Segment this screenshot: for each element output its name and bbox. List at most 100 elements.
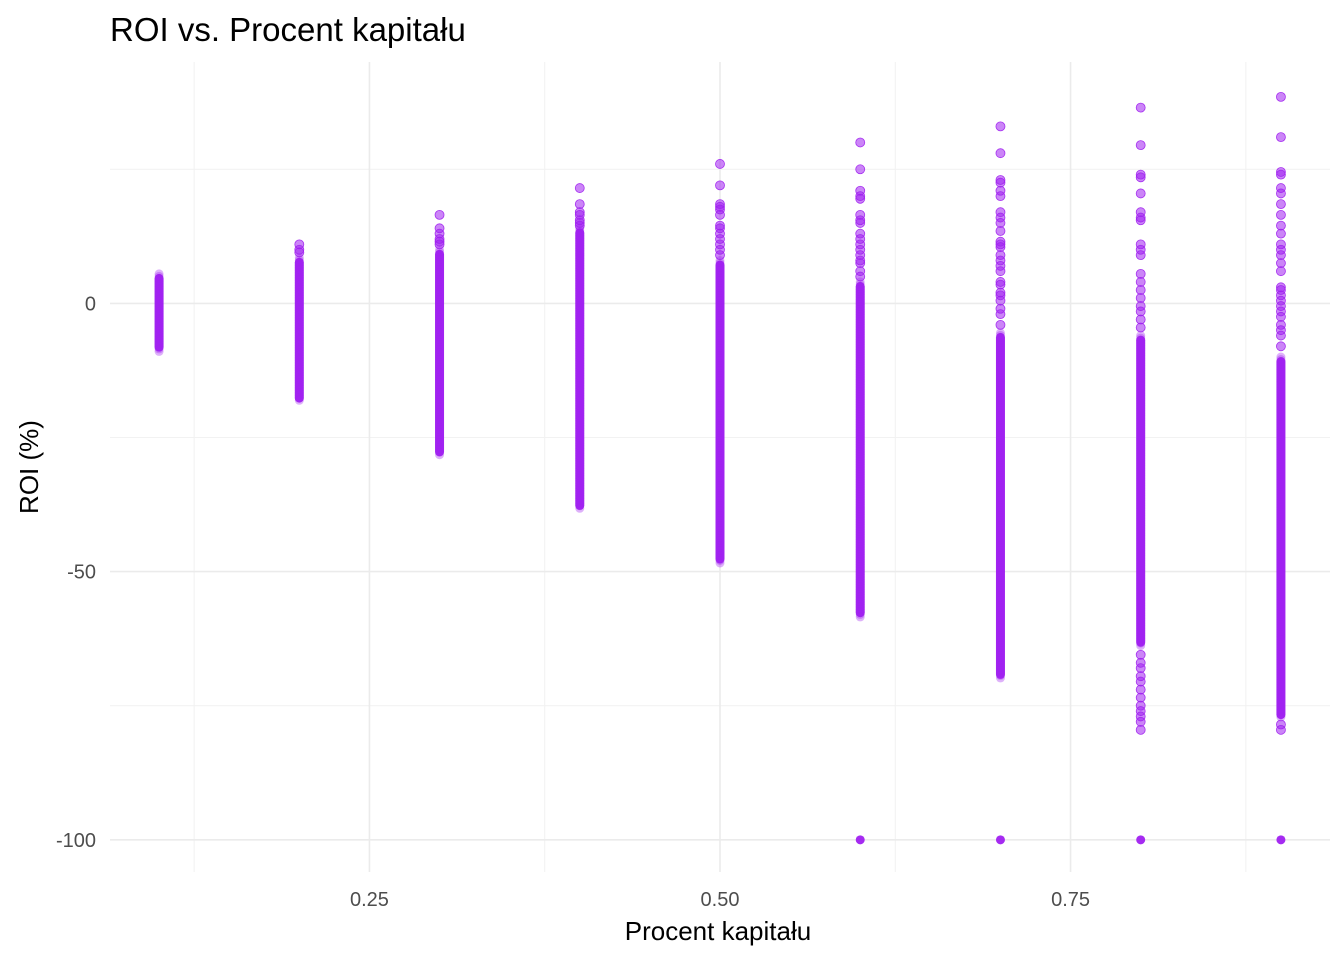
data-point — [1136, 373, 1146, 383]
data-point — [995, 330, 1005, 340]
data-point — [855, 552, 865, 562]
data-point — [294, 283, 304, 293]
data-point — [855, 489, 865, 499]
data-point — [855, 439, 865, 449]
data-point — [995, 350, 1005, 360]
data-point — [1136, 478, 1146, 488]
data-point — [154, 274, 164, 284]
data-point — [294, 333, 304, 343]
data-point — [1276, 392, 1286, 402]
data-point — [1276, 705, 1286, 715]
data-point — [995, 453, 1005, 463]
data-point — [715, 340, 725, 350]
data-point — [1276, 422, 1286, 432]
data-point — [294, 265, 304, 275]
data-point — [1136, 486, 1146, 496]
data-point — [1136, 521, 1146, 531]
data-point — [154, 329, 164, 339]
data-point — [154, 314, 164, 324]
data-point — [995, 375, 1005, 385]
data-point — [575, 463, 585, 473]
data-point — [715, 308, 725, 318]
data-point — [575, 231, 585, 241]
data-point — [575, 411, 585, 421]
data-point — [294, 298, 304, 308]
data-point — [154, 346, 164, 356]
data-point — [995, 413, 1005, 423]
data-point — [575, 296, 585, 306]
data-point — [995, 510, 1005, 520]
data-point — [855, 524, 865, 534]
data-point — [1276, 355, 1286, 365]
data-point — [575, 401, 585, 411]
data-point — [575, 461, 585, 471]
data-point — [855, 374, 865, 384]
point-column — [995, 121, 1006, 845]
data-point — [1136, 423, 1146, 433]
data-point — [294, 325, 304, 335]
outlier-point — [1135, 140, 1146, 151]
data-point — [715, 543, 725, 553]
data-point — [1136, 363, 1146, 373]
x-tick-label: 0.25 — [350, 889, 389, 911]
data-point — [1276, 477, 1286, 487]
data-point — [995, 373, 1005, 383]
data-point — [1136, 333, 1146, 343]
data-point — [995, 523, 1005, 533]
data-point — [855, 354, 865, 364]
data-point — [435, 317, 445, 327]
data-point — [435, 435, 445, 445]
data-point — [435, 430, 445, 440]
data-point — [995, 505, 1005, 515]
data-point — [1136, 593, 1146, 603]
data-point — [715, 438, 725, 448]
data-point — [715, 393, 725, 403]
data-point — [995, 433, 1005, 443]
data-point — [1276, 390, 1286, 400]
data-point — [1276, 522, 1286, 532]
data-point — [995, 618, 1005, 628]
data-point — [995, 535, 1005, 545]
data-point — [1276, 610, 1286, 620]
data-point — [1276, 710, 1286, 720]
data-point — [855, 457, 865, 467]
data-point — [154, 306, 164, 316]
data-point — [1136, 606, 1146, 616]
data-point — [575, 338, 585, 348]
data-point — [855, 384, 865, 394]
data-point — [1136, 368, 1146, 378]
data-point — [1136, 601, 1146, 611]
data-point — [1276, 692, 1286, 702]
data-point — [294, 343, 304, 353]
data-point — [575, 503, 585, 513]
data-point — [575, 451, 585, 461]
data-point — [995, 620, 1005, 630]
data-point — [995, 560, 1005, 570]
data-point — [855, 587, 865, 597]
data-point — [294, 288, 304, 298]
data-point — [855, 284, 865, 294]
data-point — [1136, 431, 1146, 441]
data-point — [1276, 615, 1286, 625]
data-point — [715, 270, 725, 280]
data-point — [154, 291, 164, 301]
data-point — [435, 415, 445, 425]
data-point — [995, 410, 1005, 420]
data-point — [715, 260, 725, 270]
data-point — [294, 300, 304, 310]
dense-point-column — [715, 260, 725, 564]
data-point — [1136, 366, 1146, 376]
point-column — [1276, 91, 1286, 845]
data-point — [855, 352, 865, 362]
data-point — [1276, 505, 1286, 515]
data-point — [294, 328, 304, 338]
data-point — [575, 318, 585, 328]
data-point — [435, 305, 445, 315]
data-point — [715, 283, 725, 293]
data-point — [995, 575, 1005, 585]
data-point — [154, 289, 164, 299]
data-point — [575, 361, 585, 371]
data-point — [1136, 591, 1146, 601]
data-point — [575, 481, 585, 491]
outlier-point — [1135, 172, 1146, 183]
